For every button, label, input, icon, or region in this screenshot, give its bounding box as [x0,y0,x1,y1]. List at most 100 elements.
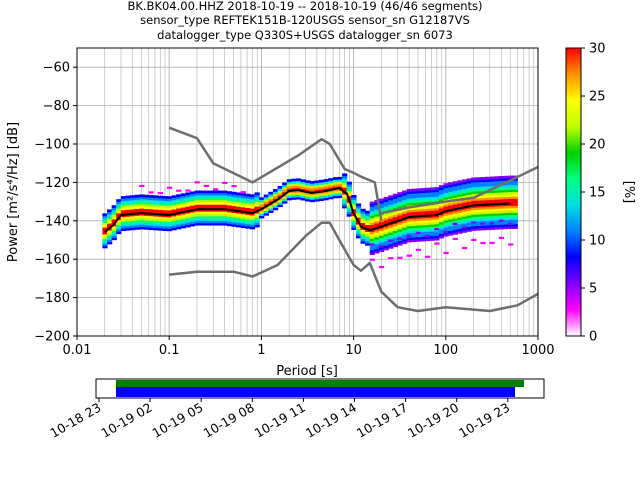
heatmap-cell [148,201,154,205]
heatmap-cell [383,240,389,244]
heatmap-cell [107,220,113,224]
heatmap-cell [208,204,214,208]
heatmap-cell [378,198,385,202]
heatmap-cell [162,200,168,204]
heatmap-cell [388,257,394,260]
heatmap-cell [194,192,200,196]
heatmap-cell [291,187,297,191]
heatmap-cell [443,194,449,198]
heatmap-cell [263,212,269,216]
heatmap-cell [498,203,505,207]
heatmap-cell [397,237,403,240]
heatmap-cell [286,193,292,196]
heatmap-cell [438,219,445,223]
heatmap-cell [157,223,163,227]
heatmap-cell [245,219,251,222]
heatmap-cell [222,215,228,219]
heatmap-cell [512,226,518,229]
heatmap-cell [420,222,426,226]
heatmap-cell [254,217,260,221]
heatmap-cell [420,208,426,212]
heatmap-cell [342,203,348,207]
heatmap-cell [157,198,163,201]
heatmap-cell [425,201,431,205]
heatmap-cell [448,205,454,208]
heatmap-cell [236,197,242,200]
heatmap-cell [231,203,237,207]
heatmap-cell [222,209,228,212]
mode-line [104,187,511,234]
heatmap-cell [166,214,173,218]
heatmap-cell [434,194,440,197]
heatmap-cell [295,187,302,191]
heatmap-cell [111,207,117,211]
heatmap-cell [374,236,380,240]
heatmap-cell [397,235,403,239]
heatmap-cell [369,245,375,249]
heatmap-cell [461,193,468,196]
heatmap-cell [166,216,173,220]
heatmap-cell [222,211,228,215]
heatmap-cell [295,185,302,188]
heatmap-cell [471,179,477,183]
heatmap-cell [402,234,408,238]
heatmap-cell [420,206,426,210]
heatmap-cell [438,192,445,195]
heatmap-cell [503,226,509,230]
heatmap-cell [448,182,454,185]
heatmap-cell [503,214,509,218]
heatmap-cell [397,194,403,198]
heatmap-cell [176,201,182,204]
heatmap-cell [148,204,154,207]
heatmap-cell [369,222,375,226]
heatmap-cell [420,229,426,233]
heatmap-cell [429,198,435,202]
heatmap-cell [406,235,412,238]
heatmap-cell [434,212,440,216]
heatmap-cell [383,201,389,205]
heatmap-cell [369,247,375,251]
heatmap-cell [111,214,117,218]
heatmap-cell [494,201,500,205]
heatmap-cell [434,242,440,245]
heatmap-cell [397,224,403,228]
heatmap-cell [314,198,320,202]
heatmap-cell [194,220,200,224]
heatmap-cell [411,197,417,201]
heatmap-cell [332,190,339,194]
heatmap-cell [346,195,352,199]
heatmap-cell [199,195,205,198]
y-axis-label: Power [m²/s⁴/Hz] [dB] [6,122,21,262]
heatmap-cell [383,243,389,246]
heatmap-cell [143,199,150,203]
heatmap-cell [351,220,357,224]
heatmap-cell [199,190,205,194]
heatmap-cell [475,223,481,227]
heatmap-cell [351,206,357,210]
heatmap-cell [162,196,168,199]
heatmap-cell [245,205,251,208]
heatmap-cell [120,214,127,218]
heatmap-cell [457,212,463,216]
heatmap-cell [397,210,403,214]
heatmap-cell [475,179,481,183]
heatmap-cell [475,214,481,217]
heatmap-cell [217,190,223,194]
heatmap-cell [508,175,514,179]
heatmap-cell [374,225,380,229]
heatmap-cell [498,210,505,214]
x-axis: 0.01 0.1 1 10 100 1000 [63,336,555,358]
heatmap-cell [443,203,449,207]
heatmap-cell [374,232,380,236]
heatmap-cell [438,224,445,227]
heatmap-cell [180,218,186,222]
heatmap-cell [480,216,486,219]
heatmap-cell [452,192,458,196]
heatmap-cell [461,183,468,187]
heatmap-cell [378,230,385,234]
heatmap-cell [120,219,127,222]
heatmap-cell [291,190,297,193]
heatmap-cell [457,231,463,234]
heatmap-cell [369,226,375,230]
